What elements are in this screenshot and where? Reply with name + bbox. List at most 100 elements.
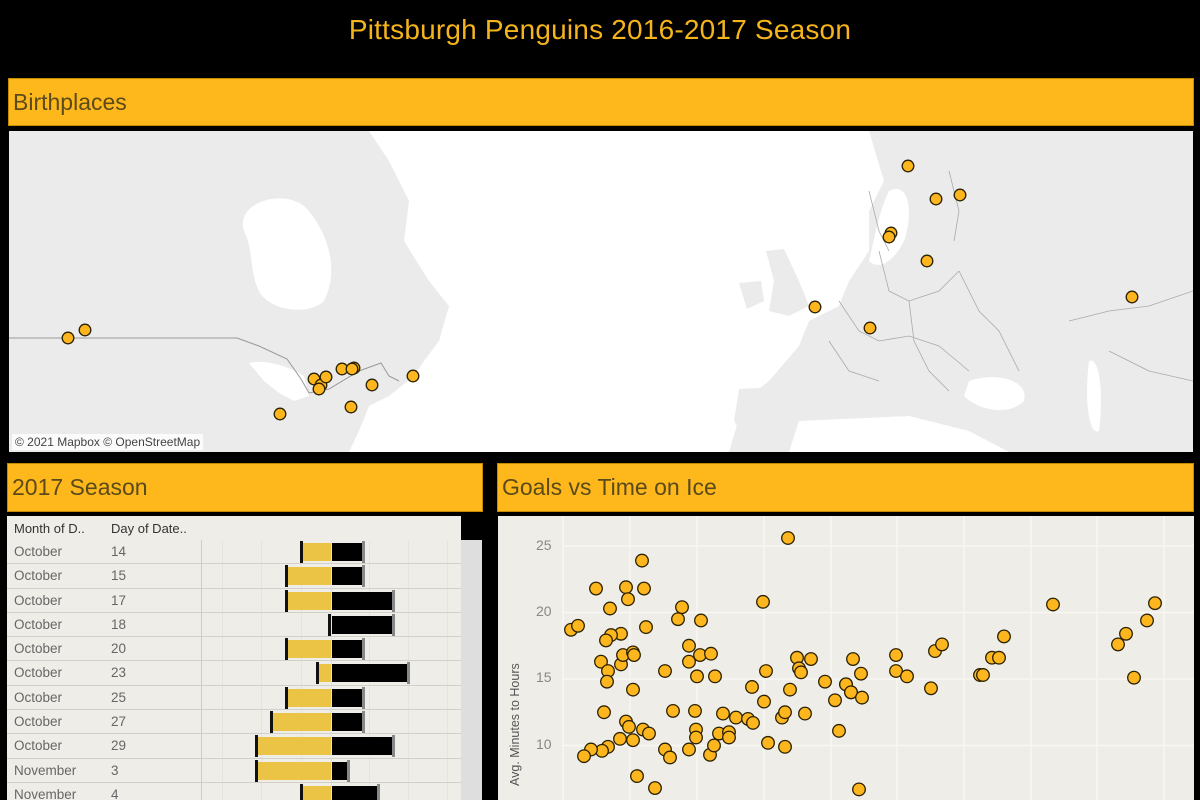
player-marker[interactable] <box>589 581 603 596</box>
player-marker[interactable] <box>682 654 696 669</box>
player-marker[interactable] <box>694 613 708 628</box>
black-bar[interactable] <box>332 737 392 756</box>
player-marker[interactable] <box>600 674 614 689</box>
table-row[interactable]: October 27 <box>7 710 461 735</box>
player-marker[interactable] <box>832 723 846 738</box>
player-marker[interactable] <box>798 706 812 721</box>
player-marker[interactable] <box>666 703 680 718</box>
table-row[interactable]: October 18 <box>7 612 461 638</box>
black-bar[interactable] <box>332 543 362 561</box>
player-marker[interactable] <box>976 668 990 682</box>
player-marker[interactable] <box>1046 597 1060 612</box>
player-marker[interactable] <box>722 730 736 745</box>
player-marker[interactable] <box>997 629 1011 644</box>
black-bar[interactable] <box>332 761 347 780</box>
player-marker[interactable] <box>1140 613 1154 628</box>
player-marker[interactable] <box>889 664 903 678</box>
player-marker[interactable] <box>619 580 633 595</box>
player-marker[interactable] <box>688 703 702 718</box>
player-marker[interactable] <box>1148 596 1162 611</box>
player-marker[interactable] <box>844 685 858 700</box>
column-header-month[interactable]: Month of D.. <box>14 521 85 536</box>
player-marker[interactable] <box>648 781 662 796</box>
player-marker[interactable] <box>626 733 640 748</box>
player-marker[interactable] <box>729 710 743 725</box>
player-marker[interactable] <box>778 739 792 754</box>
birthplace-marker[interactable] <box>345 362 359 376</box>
birthplace-marker[interactable] <box>273 407 287 421</box>
player-marker[interactable] <box>783 682 797 697</box>
player-marker[interactable] <box>804 652 818 667</box>
black-bar[interactable] <box>332 713 362 732</box>
player-marker[interactable] <box>708 669 722 684</box>
black-bar[interactable] <box>332 615 392 634</box>
player-marker[interactable] <box>639 620 653 635</box>
player-marker[interactable] <box>682 742 696 757</box>
player-marker[interactable] <box>663 750 677 765</box>
player-marker[interactable] <box>622 719 636 734</box>
birthplace-marker[interactable] <box>808 300 822 314</box>
birthplace-marker[interactable] <box>365 378 379 392</box>
birthplace-marker[interactable] <box>1125 290 1139 304</box>
black-bar[interactable] <box>332 640 362 659</box>
player-marker[interactable] <box>627 648 641 663</box>
player-marker[interactable] <box>571 618 585 633</box>
player-marker[interactable] <box>603 601 617 616</box>
player-marker[interactable] <box>577 749 591 764</box>
player-marker[interactable] <box>637 581 651 596</box>
gold-bar[interactable] <box>303 785 331 800</box>
birthplace-marker[interactable] <box>920 254 934 268</box>
player-marker[interactable] <box>855 690 869 705</box>
vertical-scrollbar[interactable] <box>461 540 482 800</box>
player-marker[interactable] <box>852 782 866 797</box>
black-bar[interactable] <box>332 785 377 800</box>
player-marker[interactable] <box>707 738 721 753</box>
birthplace-marker[interactable] <box>953 188 967 202</box>
player-marker[interactable] <box>671 612 685 627</box>
birthplace-marker[interactable] <box>78 323 92 337</box>
player-marker[interactable] <box>794 665 808 680</box>
table-row[interactable]: October 14 <box>7 540 461 565</box>
player-marker[interactable] <box>759 664 773 678</box>
player-marker[interactable] <box>626 682 640 697</box>
player-marker[interactable] <box>682 638 696 653</box>
player-marker[interactable] <box>924 681 938 696</box>
table-row[interactable]: October 23 <box>7 661 461 686</box>
birthplace-marker[interactable] <box>344 400 358 414</box>
player-marker[interactable] <box>621 592 635 607</box>
player-marker[interactable] <box>757 694 771 709</box>
column-header-day[interactable]: Day of Date.. <box>111 521 187 536</box>
black-bar[interactable] <box>332 664 407 683</box>
player-marker[interactable] <box>690 669 704 684</box>
player-marker[interactable] <box>992 650 1006 665</box>
player-marker[interactable] <box>716 706 730 721</box>
gold-bar[interactable] <box>288 640 331 659</box>
gold-bar[interactable] <box>319 664 331 683</box>
map-attribution[interactable]: © 2021 Mapbox © OpenStreetMap <box>12 434 204 450</box>
player-marker[interactable] <box>828 693 842 708</box>
black-bar[interactable] <box>332 567 362 586</box>
player-marker[interactable] <box>658 664 672 678</box>
player-marker[interactable] <box>746 715 760 730</box>
player-marker[interactable] <box>642 726 656 741</box>
table-row[interactable]: October 29 <box>7 734 461 759</box>
player-marker[interactable] <box>818 674 832 689</box>
player-marker[interactable] <box>745 680 759 694</box>
player-marker[interactable] <box>761 735 775 750</box>
birthplace-marker[interactable] <box>406 369 420 383</box>
player-marker[interactable] <box>889 648 903 663</box>
black-bar[interactable] <box>332 591 392 610</box>
birthplace-marker[interactable] <box>863 321 877 335</box>
table-row[interactable]: October 20 <box>7 637 461 662</box>
player-marker[interactable] <box>599 633 613 648</box>
player-marker[interactable] <box>630 769 644 784</box>
table-row[interactable]: October 15 <box>7 564 461 589</box>
player-marker[interactable] <box>900 669 914 684</box>
gold-bar[interactable] <box>288 688 331 707</box>
player-marker[interactable] <box>781 531 795 545</box>
birthplace-marker[interactable] <box>312 382 326 396</box>
player-marker[interactable] <box>675 600 689 615</box>
table-row[interactable]: November 3 <box>7 758 461 783</box>
player-marker[interactable] <box>613 731 627 746</box>
player-marker[interactable] <box>1127 670 1141 685</box>
